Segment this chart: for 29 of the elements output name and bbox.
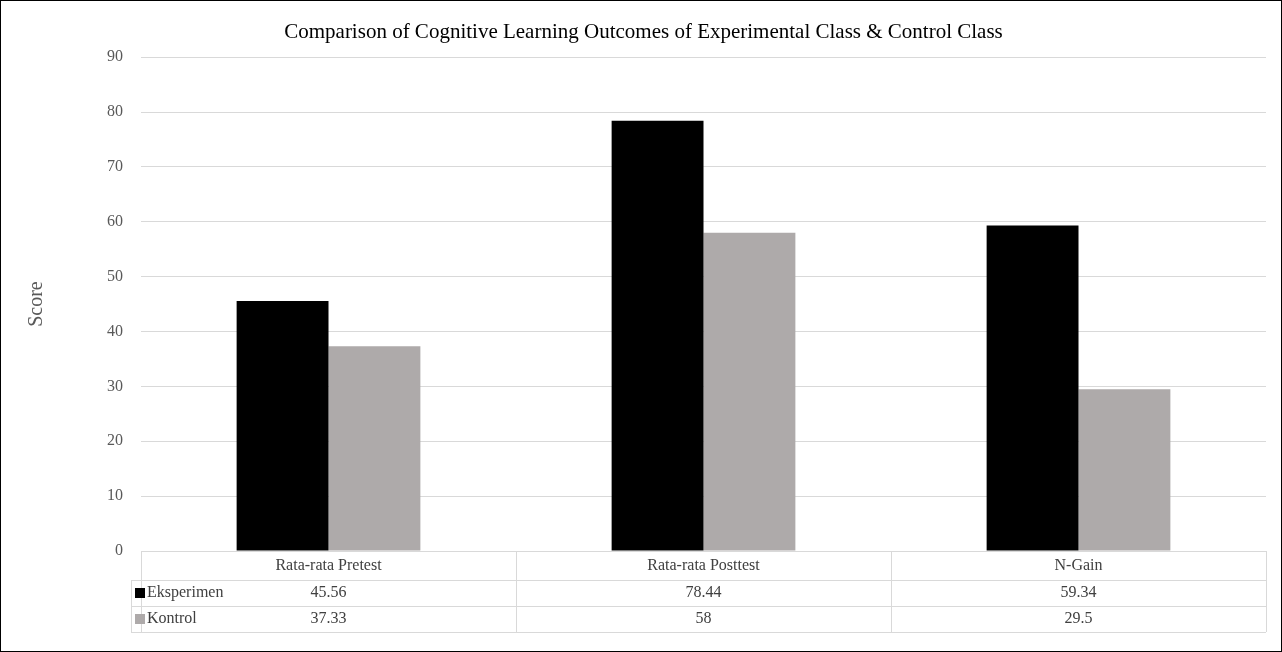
y-tick-label: 80 <box>107 102 123 120</box>
x-tick-label: Rata-rata Posttest <box>647 555 761 573</box>
y-tick-label: 90 <box>107 47 123 65</box>
y-tick-label: 30 <box>107 376 123 394</box>
y-tick-label: 70 <box>107 157 123 175</box>
data-label: 59.34 <box>1060 583 1097 601</box>
data-label: 78.44 <box>685 583 722 601</box>
x-tick-label: Rata-rata Pretest <box>275 555 383 573</box>
data-label: 45.56 <box>310 583 347 601</box>
y-tick-label: 60 <box>107 212 123 229</box>
bar <box>611 120 704 551</box>
data-label: 37.33 <box>310 609 347 627</box>
x-tick-label: N-Gain <box>1054 555 1103 573</box>
legend-label: Kontrol <box>147 609 198 627</box>
legend-label: Eksperimen <box>147 583 224 602</box>
y-tick-label: 10 <box>107 486 123 504</box>
bar <box>1078 389 1171 551</box>
bar <box>703 232 796 551</box>
data-label: 58 <box>695 609 712 627</box>
data-label: 29.5 <box>1064 609 1093 627</box>
bar <box>236 301 329 551</box>
y-tick-label: 0 <box>115 541 123 559</box>
y-axis-title: Score <box>24 281 47 327</box>
y-tick-label: 40 <box>107 321 123 339</box>
chart-title: Comparison of Cognitive Learning Outcomes of Experimental Class & Control Class <box>284 19 1003 44</box>
y-tick-label: 50 <box>107 266 123 284</box>
y-tick-label: 20 <box>107 431 123 449</box>
bar <box>986 225 1079 551</box>
bar <box>328 346 421 551</box>
